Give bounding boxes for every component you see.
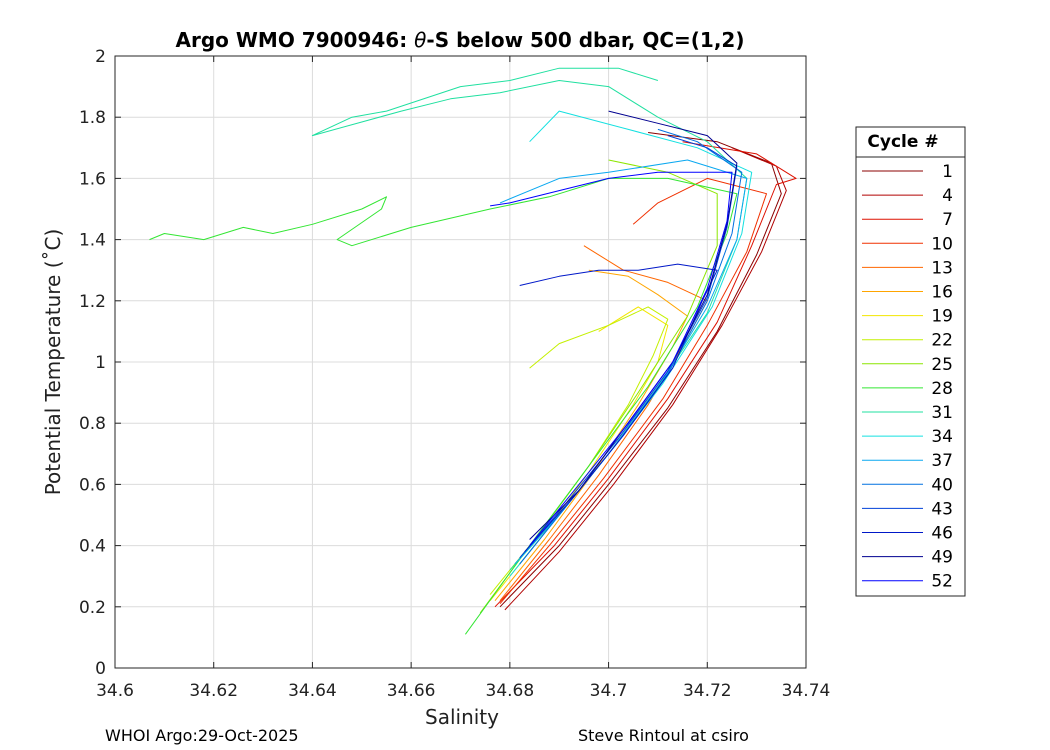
- series-line-cycle-10: [499, 177, 767, 605]
- legend-label: 13: [931, 258, 953, 278]
- legend-title: Cycle #: [867, 132, 938, 152]
- series-line-cycle-46: [519, 263, 718, 553]
- chart-title: Argo WMO 7900946: θ-S below 500 dbar, QC…: [176, 28, 745, 52]
- series-line-cycle-31: [311, 67, 748, 571]
- y-tick-label: 0.8: [79, 414, 106, 434]
- x-tick-label: 34.64: [288, 681, 337, 701]
- legend-label: 10: [931, 234, 953, 254]
- legend-box: [855, 126, 966, 597]
- series-line-cycle-49: [529, 110, 738, 540]
- legend-label: 28: [931, 379, 953, 399]
- legend-label: 7: [942, 210, 953, 230]
- legend-label: 22: [931, 331, 953, 351]
- ticks: 34.6 34.62 34.64 34.66 34.68 34.7 34.72 34.74 0 0…: [79, 47, 830, 701]
- series-line-cycle-52: [490, 171, 733, 546]
- x-tick-label: 34.66: [387, 681, 436, 701]
- y-tick-label: 0.4: [79, 537, 106, 557]
- legend-label: 16: [931, 283, 953, 303]
- legend-label: 37: [931, 451, 953, 471]
- series-line-cycle-7: [494, 141, 797, 608]
- series-line-cycle-43: [519, 135, 738, 559]
- footer-right: Steve Rintoul at csiro: [578, 726, 749, 745]
- legend-label: 40: [931, 475, 953, 495]
- legend-label: 19: [931, 307, 953, 327]
- y-tick-label: 1.4: [79, 231, 106, 251]
- series-line-cycle-4: [504, 147, 787, 611]
- legend-label: 46: [931, 524, 953, 544]
- x-axis-label: Salinity: [425, 705, 499, 729]
- legend-entries: 1 4 7 10 13 16 19 22 25 28 31 34 37 40 43 46 49 52: [862, 162, 953, 592]
- y-tick-label: 1.2: [79, 292, 106, 312]
- y-tick-label: 2: [95, 47, 106, 67]
- y-tick-label: 0.6: [79, 475, 106, 495]
- y-axis-label: Potential Temperature (˚C): [41, 229, 65, 496]
- x-tick-label: 34.7: [590, 681, 628, 701]
- x-tick-label: 34.74: [782, 681, 831, 701]
- legend-label: 43: [931, 499, 953, 519]
- legend-label: 31: [931, 403, 953, 423]
- legend: Cycle # 1 4 7 10 13 16 19 22 25 28 31 34 37 40 43 46 49 5…: [855, 126, 966, 597]
- y-tick-label: 1: [95, 353, 106, 373]
- legend-label: 34: [931, 427, 953, 447]
- x-tick-label: 34.72: [683, 681, 732, 701]
- legend-label: 1: [942, 162, 953, 182]
- legend-label: 52: [931, 572, 953, 592]
- footer-left: WHOI Argo:29-Oct-2025: [105, 726, 299, 745]
- x-tick-label: 34.68: [486, 681, 535, 701]
- legend-label: 49: [931, 548, 953, 568]
- y-tick-label: 0: [95, 659, 106, 679]
- y-tick-label: 0.2: [79, 598, 106, 618]
- series-layer: [149, 67, 797, 635]
- legend-label: 4: [942, 186, 953, 206]
- series-line-cycle-28: [149, 177, 738, 635]
- y-tick-label: 1.6: [79, 169, 106, 189]
- x-tick-label: 34.62: [189, 681, 238, 701]
- y-tick-label: 1.8: [79, 108, 106, 128]
- legend-label: 25: [931, 355, 953, 375]
- x-tick-label: 34.6: [96, 681, 134, 701]
